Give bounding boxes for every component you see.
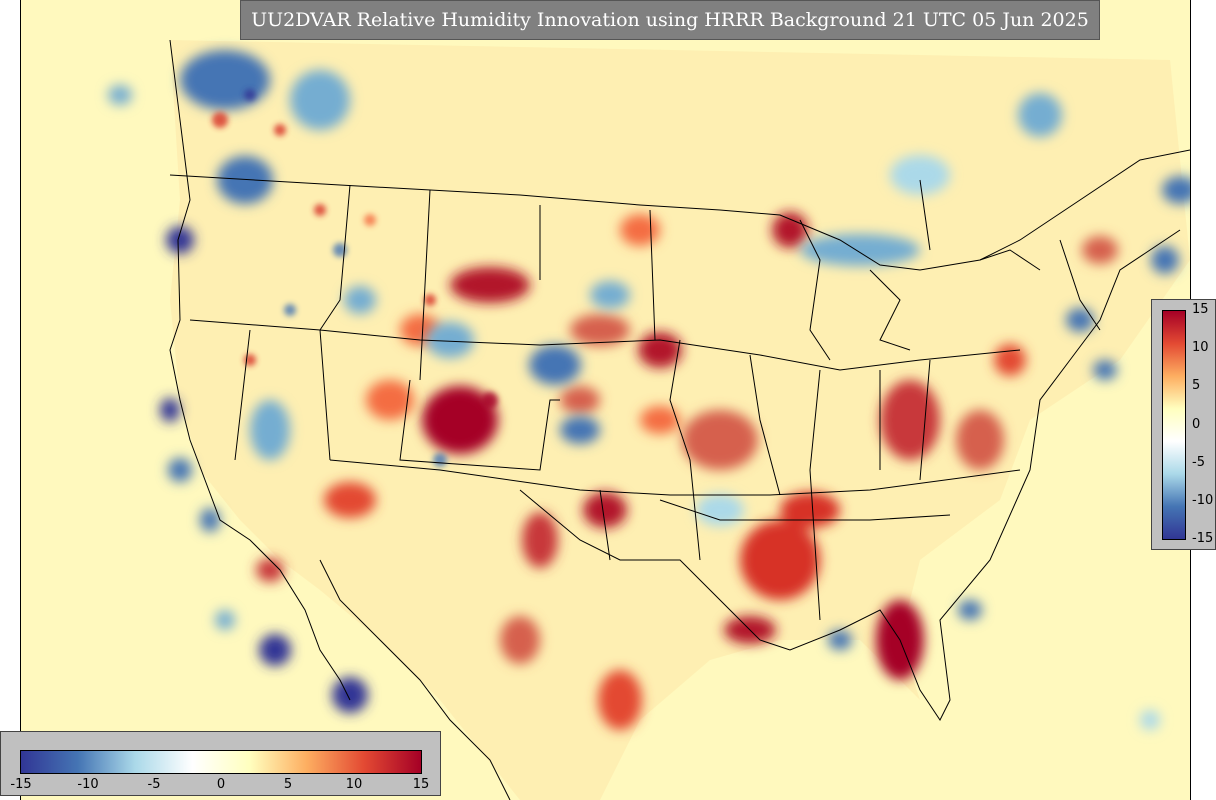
horizontal-colorbar-tick: 5 [283,777,293,792]
map-left-frame [20,0,21,800]
horizontal-colorbar-tick: -10 [77,777,99,792]
geographic-outlines [169,39,1190,800]
humidity-innovation-map [20,0,1190,800]
vertical-colorbar-tick: 0 [1192,417,1201,432]
mountain-speckle [212,89,498,467]
horizontal-colorbar-tick: 15 [412,777,430,792]
horizontal-colorbar-tick: 10 [345,777,363,792]
positive-innovation-areas [256,212,1118,730]
vertical-colorbar-tick: -5 [1192,455,1205,470]
vertical-colorbar-tick: 10 [1192,340,1209,355]
horizontal-colorbar-tick: 0 [216,777,226,792]
horizontal-colorbar-gradient [20,750,422,774]
vertical-colorbar-tick: -10 [1192,493,1214,508]
vertical-colorbar-gradient [1162,310,1186,540]
vertical-colorbar: 15 10 5 0 -5 -10 -15 [1151,299,1216,550]
horizontal-colorbar: -15 -10 -5 0 5 10 15 [0,731,441,796]
vertical-colorbar-tick: -15 [1192,531,1214,546]
map-title: UU2DVAR Relative Humidity Innovation usi… [240,0,1100,40]
vertical-colorbar-tick: 5 [1192,378,1201,393]
horizontal-colorbar-tick: -15 [10,777,32,792]
horizontal-colorbar-tick: -5 [147,777,161,792]
vertical-colorbar-tick: 15 [1192,302,1209,317]
